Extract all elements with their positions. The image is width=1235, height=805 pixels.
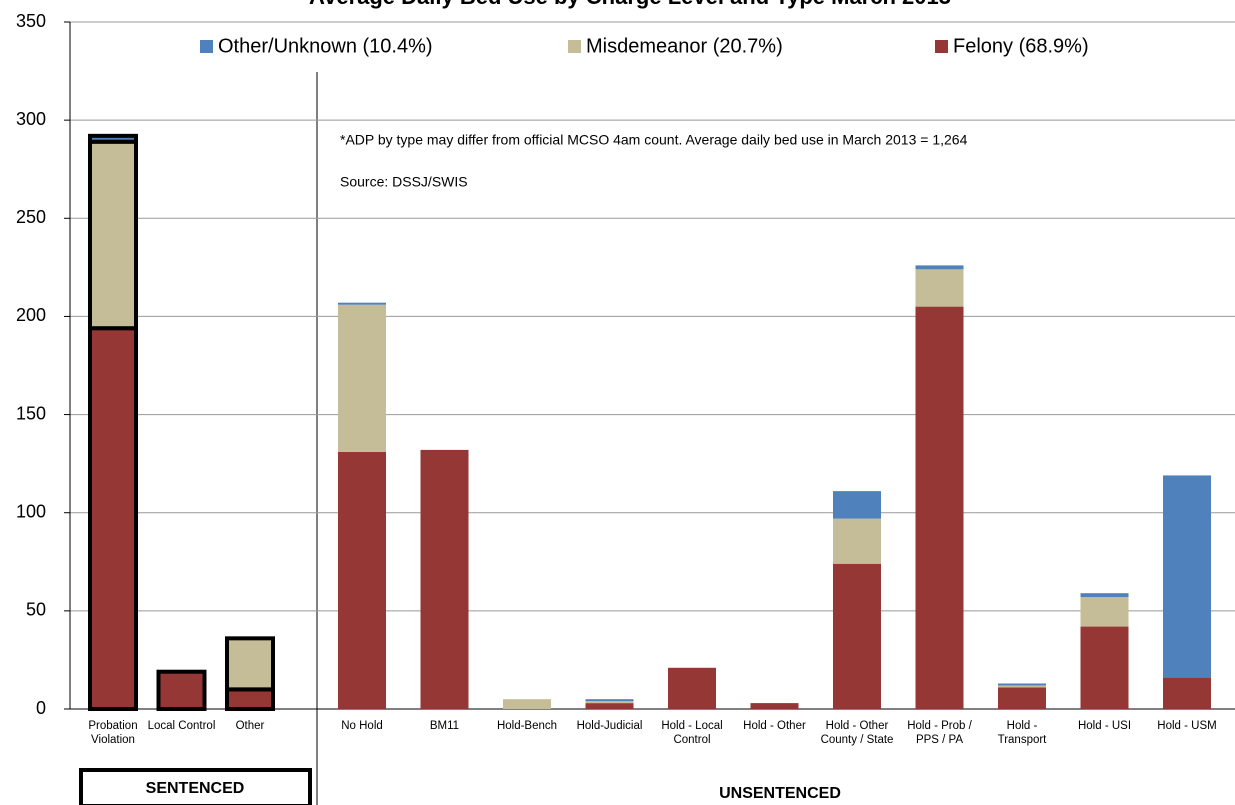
legend-swatch: [568, 40, 581, 53]
bar-segment: [1163, 677, 1211, 709]
y-tick-label: 50: [26, 600, 46, 620]
x-tick-label: Hold - USM: [1157, 720, 1217, 732]
legend-label: Other/Unknown (10.4%): [218, 35, 433, 57]
chart-title: Average Daily Bed Use by Charge Level an…: [309, 0, 951, 9]
bar-segment: [998, 687, 1046, 709]
bar-segment: [1080, 626, 1129, 709]
bar-segment: [88, 326, 138, 711]
legend-label: Misdemeanor (20.7%): [586, 35, 783, 57]
annotation: Source: DSSJ/SWIS: [340, 174, 468, 190]
bar-segment: [668, 667, 716, 709]
bar-segment: [915, 269, 964, 307]
x-tick-label: Hold - Prob / PPS / PA: [907, 720, 972, 746]
bar-segment: [338, 302, 386, 305]
group-box: [79, 768, 312, 805]
bar-segment: [88, 133, 138, 144]
annotation: *ADP by type may differ from official MC…: [340, 132, 968, 148]
bar-segment: [833, 518, 881, 564]
bar-segment: [750, 703, 799, 709]
bar-segment: [88, 139, 138, 331]
bar-segment: [998, 685, 1046, 688]
bar-segment: [585, 701, 634, 704]
y-tick-label: 150: [16, 403, 46, 423]
bar-segment: [338, 451, 386, 709]
x-tick-label: Probation Violation: [88, 720, 138, 746]
bar-segment: [915, 306, 964, 709]
bar-segment: [915, 265, 964, 270]
legend-label: Felony (68.9%): [953, 35, 1089, 57]
y-tick-label: 100: [16, 501, 46, 521]
x-tick-label: No Hold: [341, 720, 383, 732]
x-tick-label: Other: [235, 720, 265, 732]
y-tick-label: 300: [16, 109, 46, 129]
x-tick-label: Hold - Other County / State: [820, 720, 894, 746]
bar-segment: [503, 699, 551, 709]
bar-segment: [585, 699, 634, 702]
x-tick-label: Hold-Bench: [496, 720, 558, 732]
bar-segment: [833, 491, 881, 519]
x-tick-label: Hold-Judicial: [576, 720, 643, 732]
bar-segment: [585, 703, 634, 709]
y-tick-label: 200: [16, 305, 46, 325]
bar-segment: [833, 563, 881, 709]
bar-segment: [420, 449, 469, 709]
bar-segment: [156, 669, 207, 711]
bar-segment: [338, 304, 386, 452]
x-tick-label: Local Control: [147, 720, 216, 732]
bar-segment: [225, 687, 275, 711]
group-label: UNSENTENCED: [719, 785, 841, 802]
x-tick-label: Hold - Transport: [997, 720, 1047, 746]
legend-swatch: [200, 40, 213, 53]
y-tick-label: 250: [16, 207, 46, 227]
bar-segment: [1163, 475, 1211, 678]
bar-segment: [1080, 597, 1129, 627]
x-tick-label: Hold - USI: [1077, 720, 1132, 732]
x-tick-label: Hold - Other: [743, 720, 806, 732]
legend-swatch: [935, 40, 948, 53]
x-tick-label: Hold - Local Control: [661, 720, 723, 746]
bar-segment: [998, 683, 1046, 686]
y-tick-label: 350: [16, 11, 46, 31]
y-tick-label: 0: [36, 698, 46, 718]
bar-segment: [1080, 593, 1129, 598]
group-label: SENTENCED: [146, 780, 245, 797]
bar-segment: [225, 636, 275, 692]
x-tick-label: BM11: [429, 720, 460, 732]
